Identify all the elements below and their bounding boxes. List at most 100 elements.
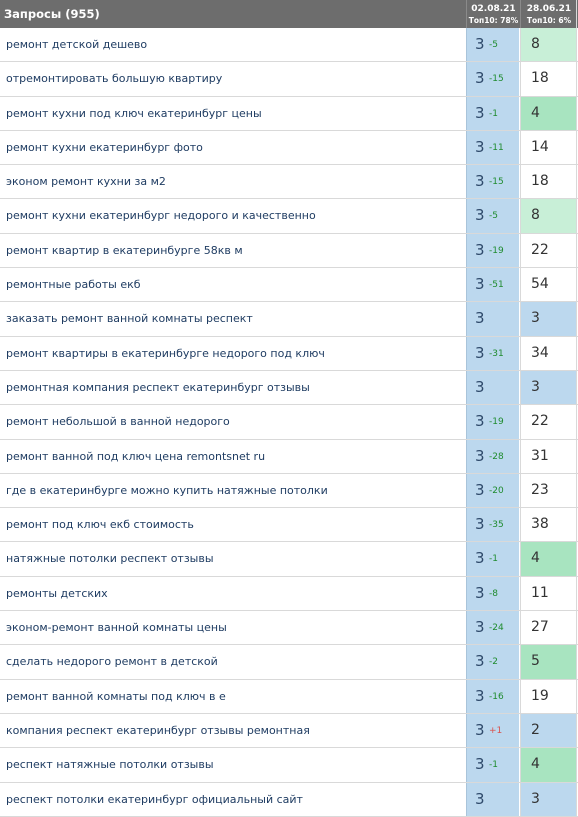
position-value: 3: [475, 755, 485, 774]
position-value: 22: [531, 413, 549, 430]
position-value: 3: [475, 103, 485, 122]
position-cell-current: 3 +1: [466, 713, 519, 748]
position-cell-current: 3: [466, 302, 519, 336]
position-cell-previous: 3: [520, 370, 576, 405]
position-value: 4: [531, 756, 540, 773]
position-change: -11: [489, 142, 504, 153]
position-cell-previous: 5: [520, 645, 576, 679]
position-value: 34: [531, 344, 549, 361]
table-row: эконом-ремонт ванной комнаты цены 3 -24 27: [0, 611, 578, 646]
position-change: -16: [489, 691, 504, 702]
position-cell-previous: 54: [520, 268, 576, 302]
query-text[interactable]: эконом ремонт кухни за м2: [6, 175, 166, 189]
position-cell-current: 3 -35: [466, 508, 519, 542]
date-label: 28.06.21: [526, 4, 572, 14]
position-cell-previous: 4: [520, 96, 576, 130]
position-value: 19: [531, 687, 549, 704]
position-change: -31: [489, 348, 504, 359]
table-row: ремонт квартиры в екатеринбурге недорого…: [0, 336, 578, 371]
table-row: ремонт под ключ екб стоимость 3 -35 38: [0, 508, 578, 543]
position-cell-previous: 4: [520, 748, 576, 782]
position-cell-previous: 4: [520, 542, 576, 576]
position-cell-current: 3 -1: [466, 748, 519, 782]
position-value: 3: [475, 652, 485, 671]
position-cell-current: 3 -5: [466, 199, 519, 233]
table-row: ремонт квартир в екатеринбурге 58кв м 3 -1…: [0, 233, 578, 269]
position-value: 3: [475, 309, 485, 328]
position-value: 18: [531, 70, 549, 87]
position-value: 3: [475, 172, 485, 191]
position-value: 3: [475, 377, 485, 396]
query-text[interactable]: ремонт ванной комнаты под ключ в е: [6, 689, 226, 703]
position-value: 3: [475, 137, 485, 156]
query-text[interactable]: ремонт небольшой в ванной недорого: [6, 415, 230, 429]
table-row: эконом ремонт кухни за м2 3 -15 18: [0, 165, 578, 200]
position-cell-previous: 8: [520, 28, 576, 62]
position-value: 3: [475, 412, 485, 431]
table-row: ремонты детских 3 -8 11: [0, 576, 578, 612]
position-cell-current: 3 -5: [466, 28, 519, 62]
query-text[interactable]: где в екатеринбурге можно купить натяжны…: [6, 483, 328, 497]
query-text[interactable]: компания респект екатеринбург отзывы рем…: [6, 723, 310, 737]
table-row: отремонтировать большую квартиру 3 -15 18: [0, 62, 578, 97]
query-text[interactable]: ремонт кухни екатеринбург фото: [6, 140, 203, 154]
position-change: -19: [489, 245, 504, 256]
position-value: 14: [531, 138, 549, 155]
position-cell-previous: 31: [520, 439, 576, 473]
position-change: +1: [489, 725, 503, 736]
position-value: 3: [475, 583, 485, 602]
date-column-header-1[interactable]: 02.08.21 Топ10: 78%: [466, 0, 520, 28]
position-cell-current: 3 -20: [466, 473, 519, 508]
position-value: 3: [475, 446, 485, 465]
table-row: респект натяжные потолки отзывы 3 -1 4: [0, 748, 578, 783]
position-cell-current: 3 -15: [466, 165, 519, 199]
query-text[interactable]: отремонтировать большую квартиру: [6, 72, 223, 86]
position-cell-previous: 18: [520, 62, 576, 96]
query-text[interactable]: ремонтные работы екб: [6, 278, 141, 292]
date-column-header-2[interactable]: 28.06.21 Топ10: 6%: [520, 0, 577, 28]
position-cell-current: 3 -51: [466, 268, 519, 302]
position-cell-current: 3 -15: [466, 62, 519, 96]
position-cell-current: 3 -19: [466, 233, 519, 268]
position-change: -15: [489, 74, 504, 85]
position-value: 4: [531, 550, 540, 567]
query-text[interactable]: ремонт ванной под ключ цена remontsnet r…: [6, 449, 266, 463]
position-cell-previous: 22: [520, 405, 576, 439]
query-text[interactable]: респект натяжные потолки отзывы: [6, 758, 214, 772]
query-text[interactable]: ремонт кухни под ключ екатеринбург цены: [6, 106, 262, 120]
position-value: 22: [531, 241, 549, 258]
table-row: ремонт небольшой в ванной недорого 3 -19 22: [0, 405, 578, 440]
query-text[interactable]: ремонт под ключ екб стоимость: [6, 518, 194, 532]
position-value: 31: [531, 447, 549, 464]
position-cell-current: 3 -16: [466, 679, 519, 713]
position-value: 3: [475, 69, 485, 88]
query-text[interactable]: ремонт квартир в екатеринбурге 58кв м: [6, 243, 243, 257]
query-text[interactable]: ремонт квартиры в екатеринбурге недорого…: [6, 346, 325, 360]
position-value: 3: [475, 618, 485, 637]
position-cell-previous: 27: [520, 611, 576, 645]
queries-header[interactable]: Запросы (955): [4, 7, 100, 21]
position-cell-current: 3: [466, 370, 519, 405]
query-text[interactable]: заказать ремонт ванной комнаты респект: [6, 312, 253, 326]
query-text[interactable]: ремонт кухни екатеринбург недорого и кач…: [6, 209, 316, 223]
query-text[interactable]: ремонты детских: [6, 586, 108, 600]
position-cell-previous: 19: [520, 679, 576, 713]
table-row: натяжные потолки респект отзывы 3 -1 4: [0, 542, 578, 577]
position-cell-current: 3 -24: [466, 611, 519, 645]
query-text[interactable]: ремонт детской дешево: [6, 38, 148, 51]
query-text[interactable]: эконом-ремонт ванной комнаты цены: [6, 621, 227, 635]
date-label: 02.08.21: [471, 4, 516, 14]
query-text[interactable]: сделать недорого ремонт в детской: [6, 655, 218, 669]
position-cell-previous: 38: [520, 508, 576, 542]
position-change: -51: [489, 280, 504, 291]
position-change: -1: [489, 554, 498, 565]
position-change: -24: [489, 623, 504, 634]
query-text[interactable]: респект потолки екатеринбург официальный…: [6, 792, 303, 806]
position-value: 3: [475, 480, 485, 499]
position-cell-current: 3 -8: [466, 576, 519, 611]
query-text[interactable]: ремонтная компания респект екатеринбург …: [6, 380, 310, 394]
query-text[interactable]: натяжные потолки респект отзывы: [6, 552, 214, 566]
table-row: компания респект екатеринбург отзывы рем…: [0, 713, 578, 749]
position-change: -8: [489, 588, 498, 599]
position-cell-current: 3: [466, 782, 519, 816]
